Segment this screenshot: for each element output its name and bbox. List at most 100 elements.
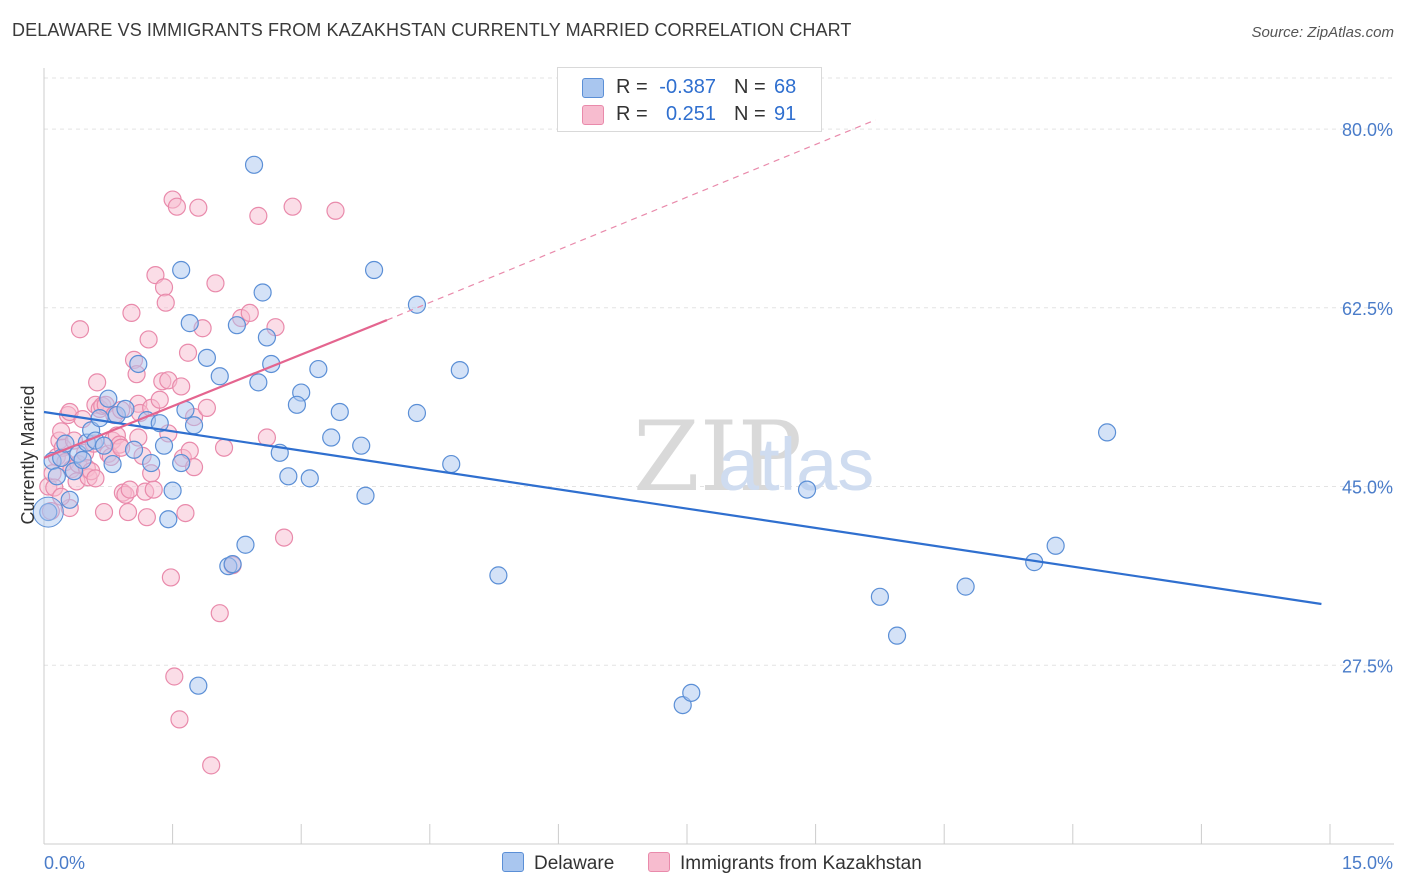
kazakhstan-point <box>94 502 114 522</box>
kazakhstan-point <box>154 278 174 297</box>
delaware-point <box>322 428 341 447</box>
delaware-point <box>489 566 508 585</box>
delaware-point <box>124 440 144 459</box>
watermark-atlas: atlas <box>718 423 874 506</box>
kazakhstan-point <box>210 604 229 623</box>
delaware-point <box>244 155 264 174</box>
delaware-point <box>103 454 122 474</box>
delaware-point <box>116 399 135 419</box>
kazakhstan-point <box>189 198 208 217</box>
delaware-point <box>47 467 66 486</box>
delaware-point <box>870 587 890 606</box>
kazakhstan-point <box>240 303 259 323</box>
kazakhstan-point <box>70 320 90 339</box>
legend-n-value: 68 <box>774 76 797 98</box>
delaware-point <box>172 260 191 280</box>
bottom-legend-label-kazakhstan: Immigrants from Kazakhstan <box>680 853 922 874</box>
delaware-point <box>287 395 307 414</box>
kazakhstan-point <box>202 756 221 775</box>
kazakhstan-point <box>156 293 175 312</box>
delaware-point <box>94 436 114 455</box>
legend-row-delaware: R = -0.387 N = 68 <box>558 74 821 102</box>
watermark-zip: ZIP <box>633 401 802 513</box>
y-tick-label: 27.5% <box>1342 656 1393 676</box>
delaware-point <box>407 403 427 423</box>
x-tick-label: 15.0% <box>1342 853 1393 873</box>
kazakhstan-point <box>249 206 268 225</box>
kazakhstan-point <box>172 377 191 396</box>
delaware-point <box>356 486 375 505</box>
kazakhstan-point <box>122 303 141 323</box>
delaware-point <box>279 467 298 486</box>
legend-n-label: N = <box>734 103 766 125</box>
delaware-point <box>150 414 169 433</box>
delaware-point <box>227 316 246 335</box>
delaware-trend-line <box>43 410 1322 606</box>
delaware-point <box>956 577 975 596</box>
kazakhstan-point <box>88 373 107 392</box>
delaware-point <box>60 490 79 509</box>
bottom-legend-delaware: Delaware <box>502 852 614 875</box>
delaware-point <box>39 502 58 522</box>
delaware-point <box>257 328 277 347</box>
delaware-point <box>154 436 174 455</box>
legend-row-kazakhstan: R = 0.251 N = 91 <box>558 101 821 129</box>
delaware-point <box>797 480 817 499</box>
kazakhstan-point <box>137 508 156 527</box>
bottom-legend-label-delaware: Delaware <box>534 853 615 874</box>
kazakhstan-trend-extension <box>386 119 876 321</box>
delaware-point <box>184 416 204 435</box>
delaware-point <box>300 469 319 488</box>
delaware-point <box>189 676 208 695</box>
delaware-point <box>197 348 216 367</box>
kazakhstan-point <box>214 438 234 457</box>
kazakhstan-point <box>178 343 198 362</box>
legend-swatch-kazakhstan <box>582 105 604 125</box>
y-tick-label: 80.0% <box>1342 120 1393 140</box>
y-tick-label: 62.5% <box>1342 299 1393 319</box>
y-axis-label: Currently Married <box>18 385 38 524</box>
delaware-point <box>352 436 371 455</box>
legend-r-value: 0.251 <box>665 103 716 125</box>
kazakhstan-trend-line <box>43 319 388 459</box>
delaware-point <box>887 626 907 645</box>
legend-n-value: 91 <box>774 103 797 125</box>
delaware-point <box>90 409 109 428</box>
legend-swatch-delaware <box>582 78 604 98</box>
source-credit: Source: ZipAtlas.com <box>1251 24 1394 41</box>
delaware-point <box>210 367 229 386</box>
delaware-point <box>129 354 148 374</box>
legend-r-value: -0.387 <box>659 76 716 98</box>
kazakhstan-point <box>326 201 345 220</box>
delaware-point <box>73 450 92 470</box>
delaware-point <box>32 496 64 528</box>
bottom-legend-swatch-kazakhstan <box>648 852 670 872</box>
legend-r-label: R = <box>616 103 648 125</box>
delaware-point <box>159 510 178 529</box>
correlation-legend: R = -0.387 N = 68 R = 0.251 N = 91 <box>557 67 822 132</box>
x-tick-label: 0.0% <box>44 853 85 873</box>
delaware-point <box>682 683 701 702</box>
delaware-point <box>249 373 268 392</box>
kazakhstan-point <box>120 480 139 499</box>
y-tick-label: 45.0% <box>1342 478 1393 498</box>
kazakhstan-point <box>274 528 294 547</box>
kazakhstan-point <box>165 667 184 686</box>
delaware-point <box>364 260 384 280</box>
kazakhstan-point <box>118 502 138 522</box>
delaware-point <box>163 481 182 500</box>
bottom-legend-swatch-delaware <box>502 852 524 872</box>
delaware-point <box>407 295 427 314</box>
kazakhstan-point <box>144 480 163 499</box>
kazakhstan-point <box>167 197 186 216</box>
delaware-point <box>180 314 199 333</box>
delaware-point <box>1097 423 1117 442</box>
delaware-point <box>223 555 242 574</box>
legend-r-label: R = <box>616 76 648 98</box>
delaware-point <box>442 454 461 474</box>
delaware-point <box>450 361 469 380</box>
kazakhstan-point <box>161 568 180 587</box>
kazakhstan-point <box>150 390 169 409</box>
kazakhstan-point <box>283 197 302 216</box>
